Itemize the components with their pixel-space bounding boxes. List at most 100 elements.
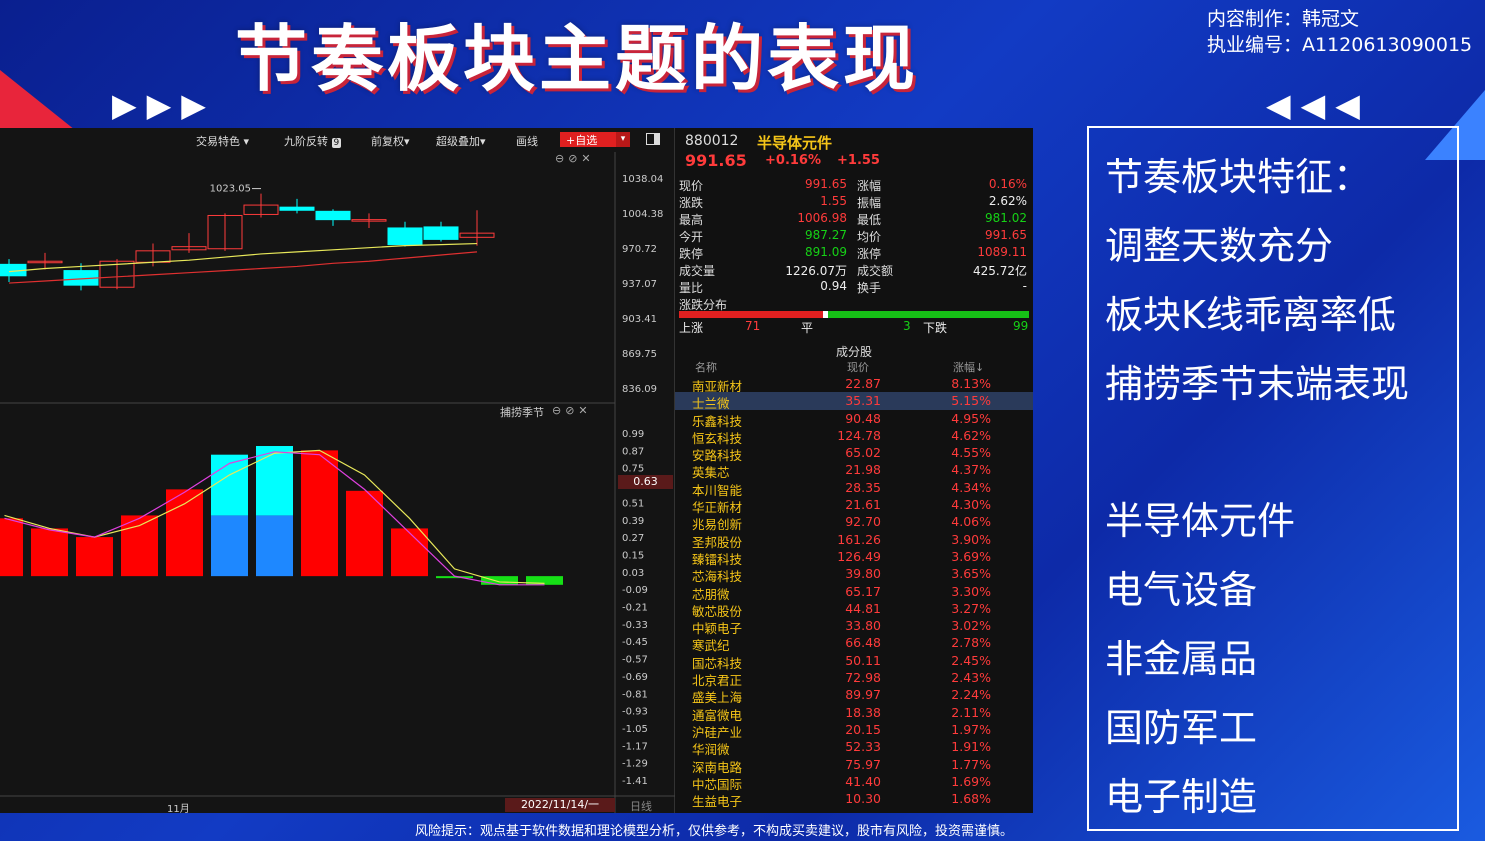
- candle-body: [459, 232, 495, 238]
- table-row[interactable]: 本川智能 28.35 4.34%: [675, 479, 1033, 498]
- indicator-tick-label: 0.99: [622, 429, 644, 440]
- author-line: 内容制作：韩冠文: [1207, 8, 1360, 30]
- stock-pct: 1.69%: [951, 773, 991, 789]
- stock-name: 深南电路: [692, 759, 743, 775]
- table-row[interactable]: 士兰微 35.31 5.15%: [675, 392, 1033, 411]
- info-box: 节奏板块特征： 调整天数充分 板块K线乖离率低 捕捞季节末端表现 半导体元件 电气设备 非金…: [1087, 126, 1459, 831]
- quote-value: 981.02: [985, 211, 1027, 225]
- info-item: 电气设备: [1105, 568, 1258, 612]
- info-item: 节奏板块特征：: [1105, 155, 1372, 199]
- table-row[interactable]: 圣邦股份 161.26 3.90%: [675, 531, 1033, 550]
- quote-row: 量比 0.94 换手 -: [679, 278, 1029, 295]
- stock-pct: 3.27%: [951, 600, 991, 616]
- stock-price: 126.49: [837, 548, 881, 564]
- toolbar-adjust[interactable]: 前复权▾: [371, 135, 410, 148]
- price-tick-label: 869.75: [622, 349, 657, 360]
- indicator-tick-label: -0.21: [622, 603, 648, 614]
- table-row[interactable]: 安路科技 65.02 4.55%: [675, 444, 1033, 463]
- distribution-labels: 上涨 71 平 3 下跌 99: [679, 319, 1029, 335]
- table-row[interactable]: 生益电子 10.30 1.68%: [675, 790, 1033, 809]
- price-tick-label: 903.41: [622, 314, 657, 325]
- table-row[interactable]: 乐鑫科技 90.48 4.95%: [675, 410, 1033, 429]
- table-row[interactable]: 臻镭科技 126.49 3.69%: [675, 548, 1033, 567]
- table-row[interactable]: 中芯国际 41.40 1.69%: [675, 773, 1033, 792]
- kline-chart-panel[interactable]: 交易特色 ▾ 九阶反转 9 前复权▾ 超级叠加▾ 画线 +自选 ▾ ⊖⊘✕ ⊖⊘…: [0, 128, 675, 815]
- indicator-bar-red: [121, 515, 158, 577]
- quote-row: 最高 1006.98 最低 981.02: [679, 210, 1029, 227]
- toolbar-overlay[interactable]: 超级叠加▾: [436, 135, 486, 148]
- info-item: 电子制造: [1105, 775, 1258, 819]
- add-watchlist-button[interactable]: +自选: [560, 132, 630, 147]
- decor-blue-corner: [1425, 90, 1485, 160]
- col-price[interactable]: 现价: [847, 361, 869, 374]
- table-row[interactable]: 寒武纪 66.48 2.78%: [675, 634, 1033, 653]
- table-row[interactable]: 敏芯股份 44.81 3.27%: [675, 600, 1033, 619]
- stock-name: 恒玄科技: [692, 430, 743, 446]
- stock-pct: 1.77%: [951, 756, 991, 772]
- stock-pct: 3.30%: [951, 583, 991, 599]
- ma-line-yellow: [8, 242, 478, 273]
- quote-label: 成交额: [857, 264, 894, 278]
- stock-pct: 4.34%: [951, 479, 991, 495]
- table-row[interactable]: 盛美上海 89.97 2.24%: [675, 686, 1033, 706]
- stock-name: 华润微: [692, 742, 730, 758]
- stock-pct: 1.68%: [951, 791, 991, 807]
- kline-svg: 1038.04 1004.38 970.72 937.07 903.41 869.75 83…: [0, 152, 675, 813]
- arrows-left-icon: ▶▶▶: [112, 86, 216, 124]
- period-label[interactable]: 日线: [630, 800, 652, 813]
- quote-value: 1089.11: [977, 245, 1027, 259]
- price-tick-label: 970.72: [622, 244, 657, 255]
- stock-pct: 1.91%: [951, 739, 991, 755]
- toolbar-nine-reversal[interactable]: 九阶反转 9: [284, 135, 342, 148]
- table-row[interactable]: 北京君正 72.98 2.43%: [675, 669, 1033, 688]
- toolbar-draw[interactable]: 画线: [516, 135, 538, 148]
- quote-label: 涨跌: [679, 196, 704, 210]
- indicator-bar-green: [526, 576, 563, 585]
- candle-body: [387, 227, 423, 246]
- indicator-tick-label: 0.39: [622, 516, 644, 527]
- toolbar-trade-feature[interactable]: 交易特色 ▾: [196, 135, 250, 148]
- table-row[interactable]: 芯海科技 39.80 3.65%: [675, 565, 1033, 584]
- add-watchlist-dropdown-icon[interactable]: ▾: [616, 132, 630, 147]
- table-row[interactable]: 芯朋微 65.17 3.30%: [675, 583, 1033, 602]
- table-row[interactable]: 深南电路 75.97 1.77%: [675, 756, 1033, 775]
- candle-body: [423, 226, 459, 240]
- stock-pct: 4.62%: [951, 427, 991, 443]
- stock-name: 南亚新材: [692, 379, 743, 394]
- stock-pct: 4.55%: [951, 445, 991, 461]
- quote-label: 均价: [857, 230, 882, 244]
- constituents-list: 南亚新材 22.87 8.13% 士兰微 35.31 5.15% 乐鑫科技 90.48 4.95…: [675, 375, 1033, 809]
- table-row[interactable]: 英集芯 21.98 4.37%: [675, 461, 1033, 480]
- quote-row: 今开 987.27 均价 991.65: [679, 227, 1029, 244]
- stock-pct: 4.30%: [951, 497, 991, 513]
- chart-toolbar: 交易特色 ▾ 九阶反转 9 前复权▾ 超级叠加▾ 画线 +自选 ▾: [0, 128, 675, 152]
- col-name[interactable]: 名称: [695, 361, 717, 374]
- quote-panel: 880012 半导体元件 991.65 +0.16% +1.55 现价 991.6…: [675, 128, 1033, 813]
- candle-body: [279, 206, 315, 211]
- layout-toggle-icon[interactable]: [646, 133, 660, 145]
- table-row[interactable]: 中颖电子 33.80 3.02%: [675, 617, 1033, 636]
- quote-label: 成交量: [679, 264, 716, 278]
- stock-name: 盛美上海: [692, 690, 743, 706]
- info-item: 捕捞季节末端表现: [1105, 362, 1410, 406]
- indicator-line-magenta: [4, 451, 545, 586]
- table-row[interactable]: 华润微 52.33 1.91%: [675, 738, 1033, 758]
- quote-label: 振幅: [857, 196, 882, 210]
- table-row[interactable]: 通富微电 18.38 2.11%: [675, 704, 1033, 723]
- table-row[interactable]: 国芯科技 50.11 2.45%: [675, 652, 1033, 671]
- stock-price: 50.11: [845, 652, 881, 668]
- quote-value: 425.72亿: [973, 264, 1027, 278]
- table-row[interactable]: 兆易创新 92.70 4.06%: [675, 513, 1033, 532]
- chart-controls-icon[interactable]: ⊖⊘✕: [555, 152, 595, 165]
- table-row[interactable]: 南亚新材 22.87 8.13%: [675, 375, 1033, 394]
- info-item: 非金属品: [1105, 637, 1258, 681]
- indicator-controls-icon[interactable]: ⊖⊘✕: [552, 404, 592, 417]
- stock-price: 20.15: [845, 721, 881, 737]
- stock-price: 22.87: [845, 376, 881, 391]
- col-pct[interactable]: 涨幅↓: [953, 361, 985, 374]
- table-row[interactable]: 恒玄科技 124.78 4.62%: [675, 427, 1033, 446]
- indicator-tick-label: 0.75: [622, 464, 644, 475]
- table-row[interactable]: 华正新材 21.61 4.30%: [675, 496, 1033, 515]
- sector-price: 991.65: [685, 151, 747, 170]
- table-row[interactable]: 沪硅产业 20.15 1.97%: [675, 721, 1033, 740]
